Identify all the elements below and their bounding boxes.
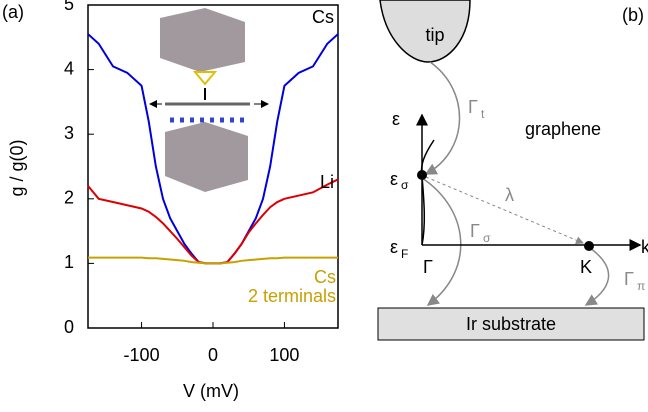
- y-tick-label: 1: [64, 252, 74, 272]
- gamma-point: Γ: [423, 257, 433, 277]
- k-point-label: K: [580, 257, 592, 277]
- figure: (a) V (mV) g / g(0) (b) tip Γ t graphene…: [0, 0, 648, 412]
- series-line: [88, 258, 338, 264]
- inset-structure: [150, 8, 268, 192]
- y-tick-label: 4: [64, 58, 74, 78]
- y-tick-label: 2: [64, 188, 74, 208]
- panel-label: (b): [622, 5, 644, 25]
- x-axis-label: V (mV): [183, 381, 239, 401]
- series-line: [88, 179, 338, 263]
- band: [422, 140, 435, 245]
- eps-sigma-sub: σ: [401, 178, 409, 192]
- eps-f-sub: F: [401, 247, 408, 261]
- page: (a) V (mV) g / g(0) (b) tip Γ t graphene…: [0, 0, 648, 412]
- eps-f: ε: [390, 237, 398, 257]
- x-tick-label: 0: [208, 345, 218, 365]
- y-tick-label: 5: [64, 0, 74, 14]
- sigma-point: [417, 170, 427, 180]
- substrate-label: Ir substrate: [466, 314, 556, 334]
- momentum-axis-label: k: [641, 237, 648, 257]
- gamma-t-sub: t: [481, 107, 485, 121]
- y-tick-label: 0: [64, 317, 74, 337]
- graphene-label: graphene: [525, 119, 601, 139]
- series-label: Cs: [312, 7, 334, 27]
- gamma-sigma-sub: σ: [483, 231, 491, 245]
- energy-axis-label: ε: [392, 109, 400, 129]
- decay-arrow: [422, 178, 461, 305]
- gamma-t: Γ: [468, 97, 478, 117]
- tunnel-arrow: [426, 62, 460, 174]
- lambda-label: λ: [505, 185, 514, 205]
- panel-label: (a): [2, 2, 24, 22]
- series-label: Cs 2 terminals: [248, 268, 336, 306]
- eps-sigma: ε: [390, 169, 398, 189]
- gamma-pi: Γ: [624, 269, 634, 289]
- gamma-sigma: Γ: [470, 221, 480, 241]
- x-tick-label: 100: [269, 345, 299, 365]
- y-tick-label: 3: [64, 123, 74, 143]
- series-label: Li: [320, 172, 334, 192]
- tip-label: tip: [425, 25, 444, 45]
- k-point: [584, 241, 594, 251]
- gamma-pi-sub: π: [637, 279, 645, 293]
- x-tick-label: -100: [124, 345, 160, 365]
- y-axis-label: g / g(0): [7, 139, 27, 196]
